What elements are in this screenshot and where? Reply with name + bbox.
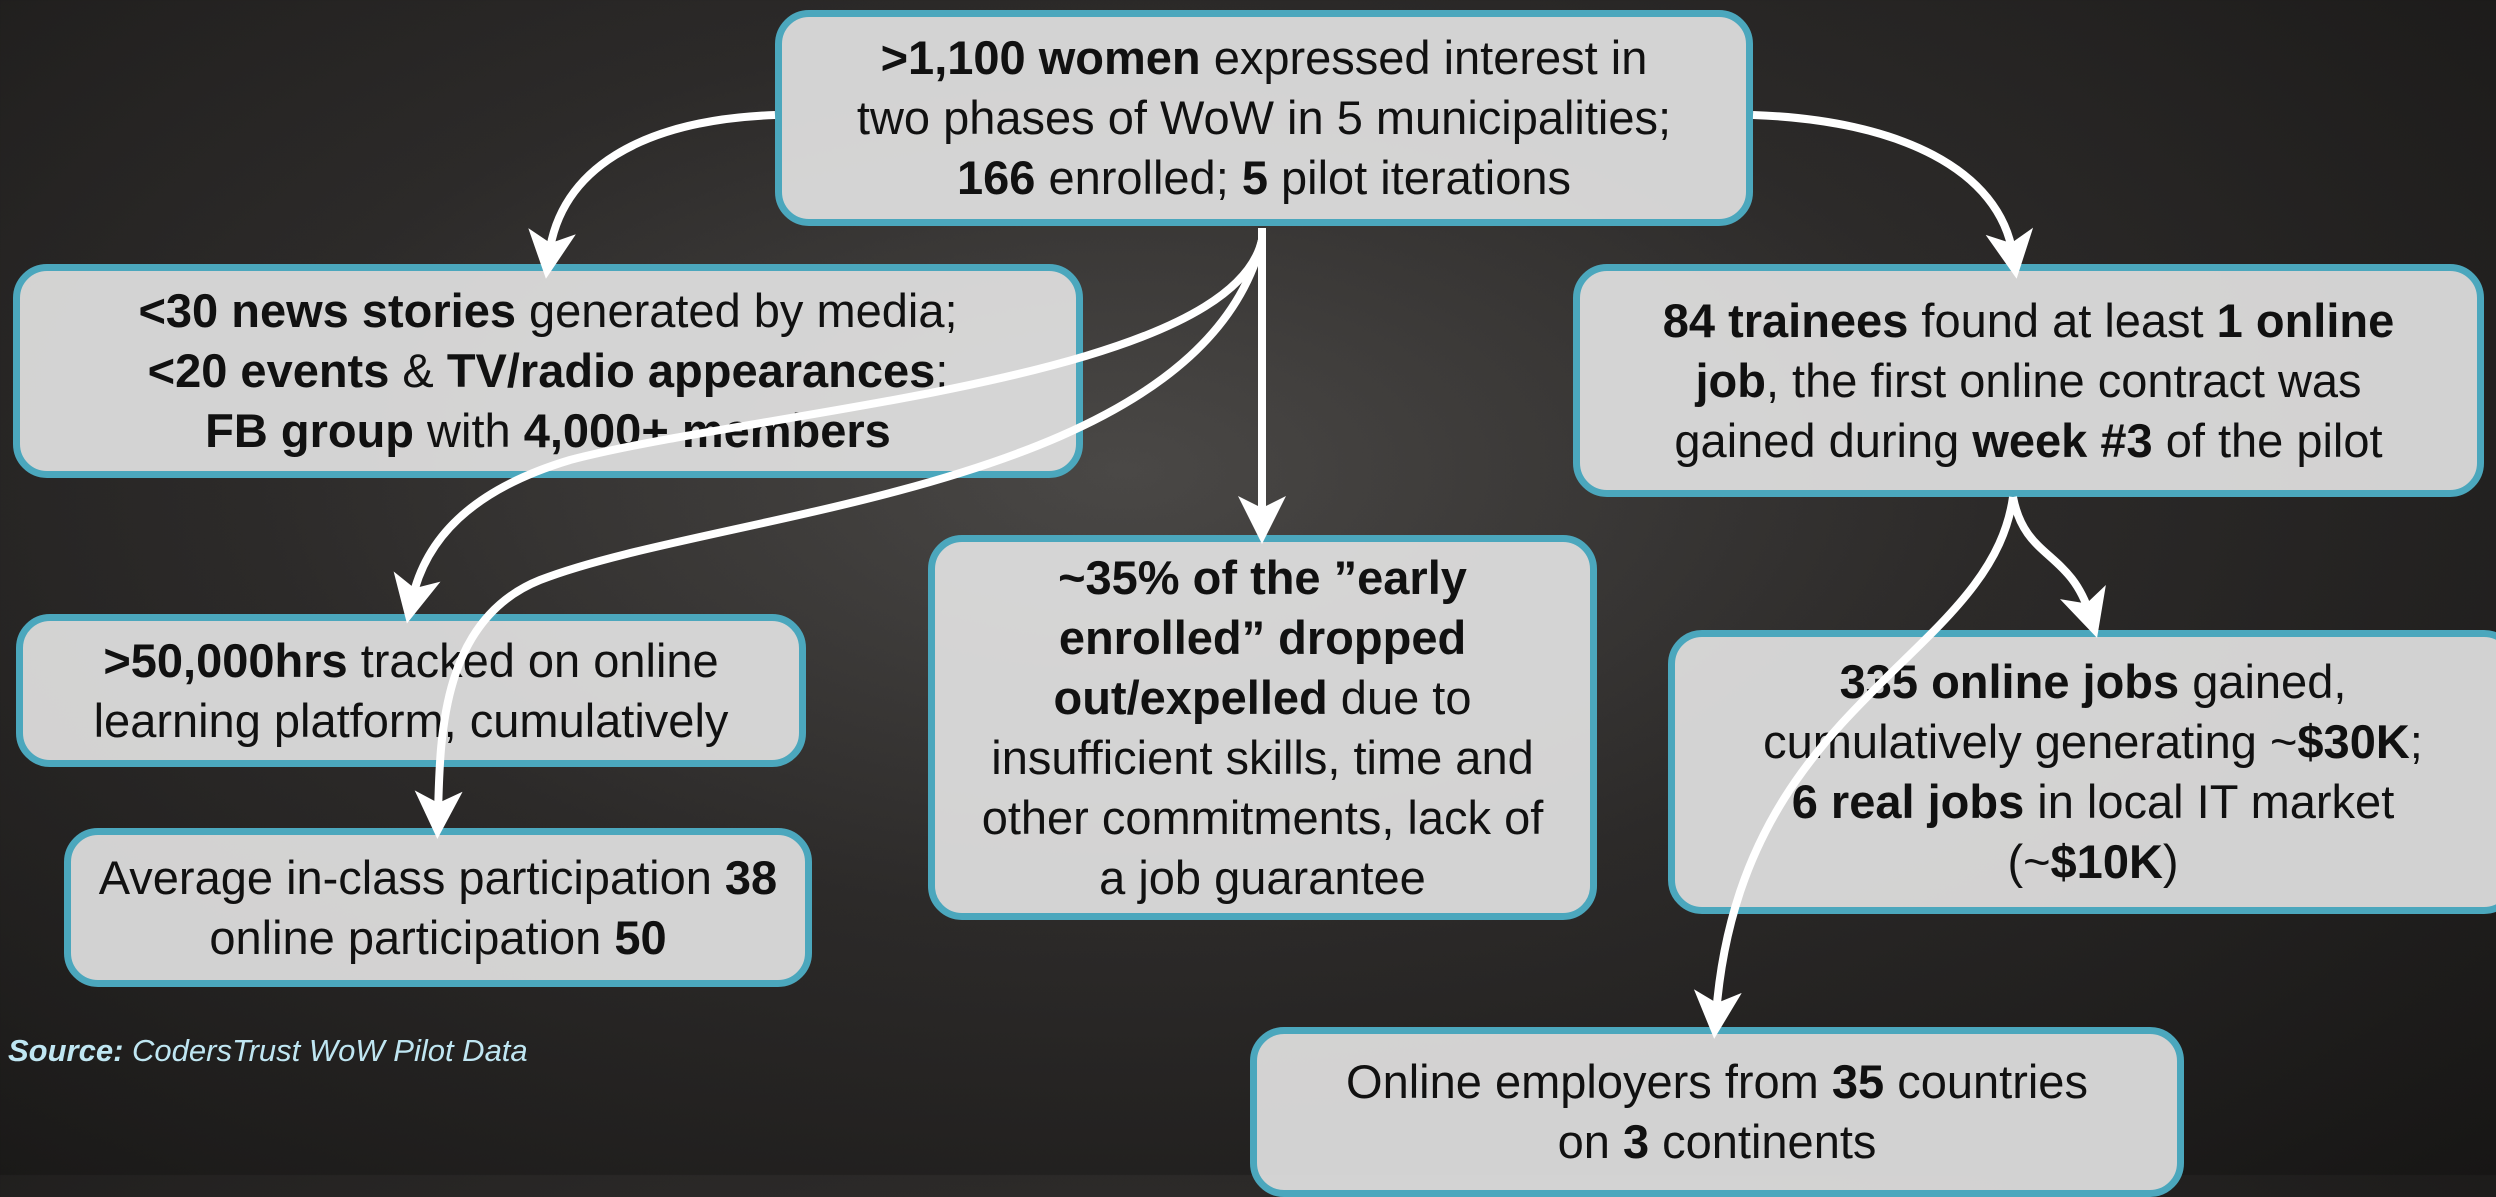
text-run: cumulatively generating ~ <box>1763 715 2297 768</box>
text-line: >1,100 women expressed interest in <box>881 28 1648 88</box>
text-run: expressed interest in <box>1201 31 1648 84</box>
text-run: online participation <box>209 911 614 964</box>
text-run: learning platform, cumulatively <box>94 694 729 747</box>
arrow <box>2013 497 2090 615</box>
text-run: two phases of WoW in 5 municipalities; <box>857 91 1671 144</box>
text-line: 6 real jobs in local IT market <box>1792 772 2395 832</box>
text-run: Online employers from <box>1346 1055 1832 1108</box>
text-line: insufficient skills, time and <box>991 728 1533 788</box>
text-run: 6 real jobs <box>1792 775 2025 828</box>
text-run: ; <box>935 344 948 397</box>
text-run: ; <box>2410 715 2423 768</box>
text-run: enrolled” dropped <box>1059 611 1466 664</box>
text-run: gained during <box>1674 414 1972 467</box>
text-run: in local IT market <box>2024 775 2394 828</box>
text-run: out/expelled <box>1054 671 1328 724</box>
text-run: on <box>1558 1115 1623 1168</box>
text-line: on 3 continents <box>1558 1112 1877 1172</box>
text-run: 3 <box>1623 1115 1649 1168</box>
text-run: 166 <box>957 151 1035 204</box>
text-line: other commitments, lack of <box>982 788 1544 848</box>
text-line: a job guarantee <box>1099 848 1426 908</box>
text-run: ) <box>2163 835 2179 888</box>
text-line: 166 enrolled; 5 pilot iterations <box>957 148 1571 208</box>
text-run: insufficient skills, time and <box>991 731 1533 784</box>
text-line: learning platform, cumulatively <box>94 691 729 751</box>
node-box: <30 news stories generated by media;<20 … <box>13 264 1083 478</box>
page: Source: CodersTrust WoW Pilot Data >1,10… <box>0 0 2496 1175</box>
text-line: 335 online jobs gained, <box>1840 652 2347 712</box>
text-run: gained, <box>2179 655 2346 708</box>
source-text: CodersTrust WoW Pilot Data <box>123 1033 527 1068</box>
text-run: other commitments, lack of <box>982 791 1544 844</box>
text-line: FB group with 4,000+ members <box>205 401 891 461</box>
text-line: <30 news stories generated by media; <box>138 281 957 341</box>
source-label: Source: <box>8 1033 123 1068</box>
text-run: Average in-class participation <box>99 851 725 904</box>
text-run: <30 news stories <box>138 284 516 337</box>
text-run: tracked on online <box>348 634 719 687</box>
text-run: ~35% of the ”early <box>1058 551 1467 604</box>
text-run: >1,100 women <box>881 31 1201 84</box>
text-line: 84 trainees found at least 1 online <box>1663 291 2395 351</box>
text-line: Online employers from 35 countries <box>1346 1052 2088 1112</box>
text-run: with <box>414 404 524 457</box>
text-run: <20 events <box>148 344 390 397</box>
text-run: pilot iterations <box>1268 151 1571 204</box>
text-run: $10K <box>2051 835 2163 888</box>
text-run: (~ <box>2007 835 2050 888</box>
text-line: <20 events & TV/radio appearances; <box>148 341 949 401</box>
text-run: due to <box>1328 671 1472 724</box>
text-run: generated by media; <box>516 284 958 337</box>
text-run: FB group <box>205 404 414 457</box>
text-run: 84 trainees <box>1663 294 1909 347</box>
text-run: , the first online contract was <box>1766 354 2362 407</box>
text-run: found at least <box>1908 294 2216 347</box>
arrow <box>1753 115 2013 255</box>
text-run: 4,000+ members <box>524 404 891 457</box>
source-note: Source: CodersTrust WoW Pilot Data <box>8 1033 528 1069</box>
text-run: 50 <box>614 911 666 964</box>
text-run: $30K <box>2297 715 2409 768</box>
text-line: gained during week #3 of the pilot <box>1674 411 2382 471</box>
text-run: job <box>1695 354 1765 407</box>
text-run: 35 <box>1832 1055 1884 1108</box>
text-run: 38 <box>725 851 777 904</box>
text-line: online participation 50 <box>209 908 666 968</box>
text-run: continents <box>1649 1115 1876 1168</box>
text-line: ~35% of the ”early <box>1058 548 1467 608</box>
node-box: 335 online jobs gained,cumulatively gene… <box>1668 630 2496 914</box>
text-run: of the pilot <box>2153 414 2383 467</box>
text-line: enrolled” dropped <box>1059 608 1466 668</box>
text-run: 1 online <box>2217 294 2395 347</box>
text-run: 5 <box>1242 151 1268 204</box>
text-line: cumulatively generating ~$30K; <box>1763 712 2423 772</box>
text-run: enrolled; <box>1035 151 1241 204</box>
text-line: (~$10K) <box>2007 832 2178 892</box>
text-run: countries <box>1884 1055 2088 1108</box>
text-run: a job guarantee <box>1099 851 1426 904</box>
text-run: >50,000hrs <box>103 634 347 687</box>
arrow <box>549 115 775 255</box>
text-run: week #3 <box>1972 414 2152 467</box>
text-line: >50,000hrs tracked on online <box>103 631 718 691</box>
text-line: two phases of WoW in 5 municipalities; <box>857 88 1671 148</box>
text-run: TV/radio appearances <box>447 344 935 397</box>
text-line: job, the first online contract was <box>1695 351 2361 411</box>
text-run: 335 online jobs <box>1840 655 2180 708</box>
text-run: & <box>389 344 446 397</box>
text-line: Average in-class participation 38 <box>99 848 777 908</box>
text-line: out/expelled due to <box>1054 668 1472 728</box>
